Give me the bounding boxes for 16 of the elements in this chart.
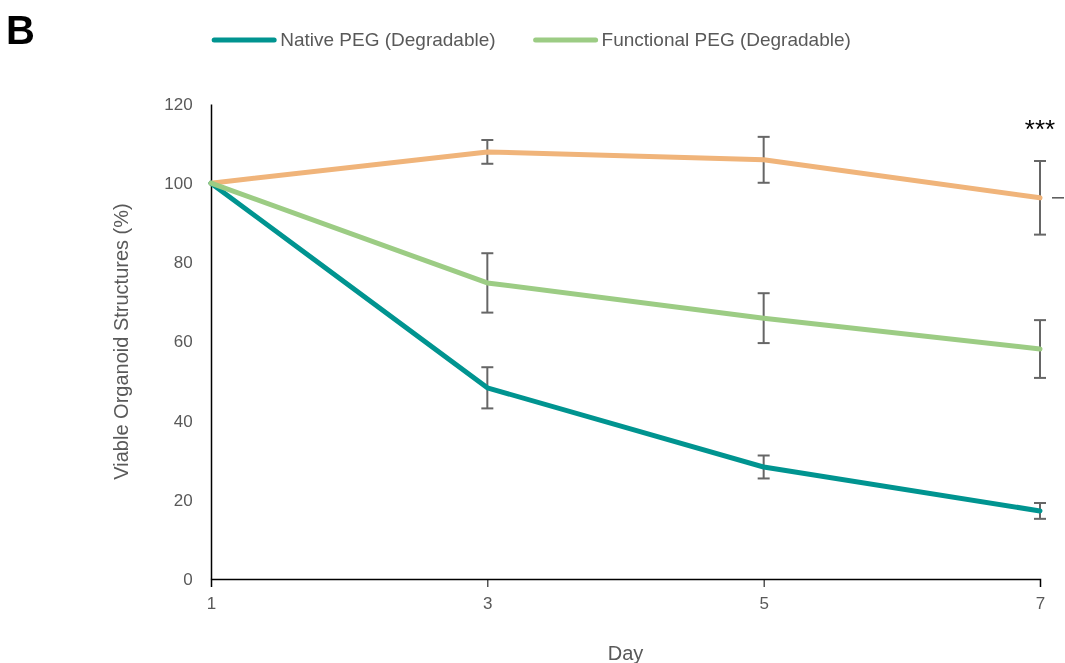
x-tick-label: 3 — [483, 593, 493, 613]
y-axis-title: Viable Organoid Structures (%) — [110, 203, 132, 480]
y-tick-label: 20 — [173, 490, 193, 510]
y-tick-label: 40 — [173, 411, 193, 431]
x-tick-label: 5 — [759, 593, 769, 613]
y-tick-label: 0 — [183, 569, 193, 589]
y-tick-label: 80 — [173, 253, 193, 273]
text: B — [6, 8, 35, 52]
y-tick-label: 120 — [164, 94, 193, 114]
y-tick-label: 100 — [164, 174, 193, 194]
annotation: *** — [1024, 114, 1056, 144]
y-tick-label: 60 — [173, 332, 193, 352]
legend-label: Functional PEG (Degradable) — [601, 29, 851, 50]
x-tick-label: 1 — [206, 593, 217, 613]
x-tick-label: 7 — [1035, 593, 1046, 613]
legend-label: Native PEG (Degradable) — [280, 29, 496, 50]
